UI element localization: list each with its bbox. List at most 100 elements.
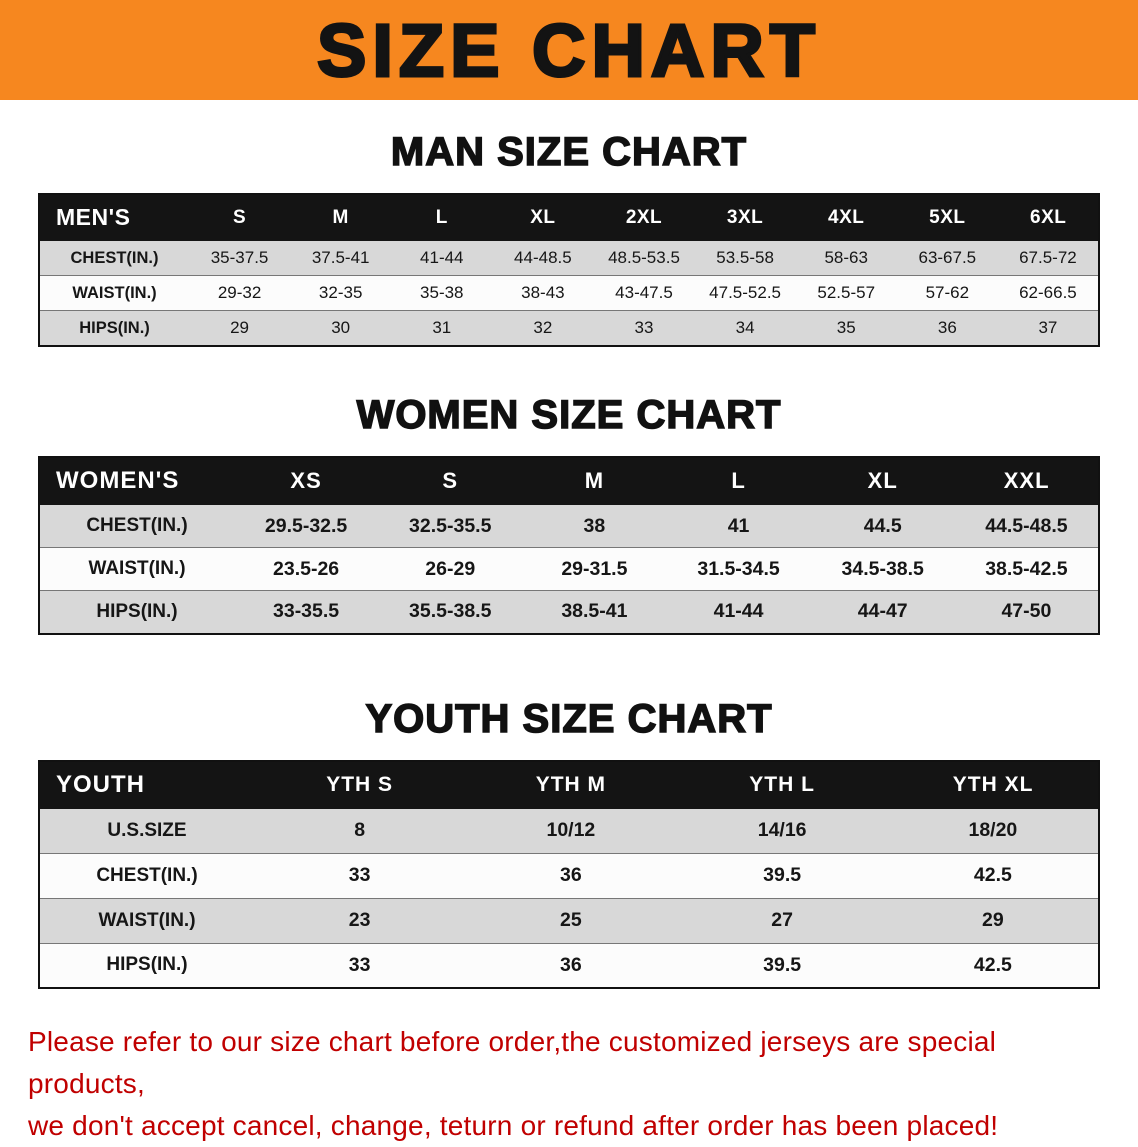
size-column-header: 3XL: [694, 193, 797, 241]
size-value: 33: [254, 942, 466, 989]
size-value: 14/16: [676, 807, 888, 854]
size-column-header: XL: [491, 193, 594, 241]
size-value: 32: [492, 310, 594, 347]
table-row: CHEST(IN.) 29.5-32.5 32.5-35.5 38 41 44.5 44.5…: [39, 504, 1099, 548]
size-value: 26-29: [378, 547, 523, 591]
row-label: WAIST(IN.): [39, 547, 234, 591]
men-size-section: MAN SIZE CHART MEN'S S M L XL 2XL 3XL 4XL 5XL 6XL…: [0, 129, 1138, 347]
size-value: 36: [465, 852, 677, 899]
page-title: SIZE CHART: [316, 7, 821, 93]
youth-size-section: YOUTH SIZE CHART YOUTH YTH S YTH M YTH L YTH…: [0, 696, 1138, 989]
size-value: 34.5-38.5: [810, 547, 955, 591]
size-column-header: 4XL: [795, 193, 898, 241]
table-row: HIPS(IN.) 33-35.5 35.5-38.5 38.5-41 41-44 44-…: [39, 590, 1099, 634]
size-column-header: S: [188, 193, 291, 241]
size-value: 32.5-35.5: [378, 504, 523, 548]
size-value: 52.5-57: [795, 275, 897, 311]
size-value: 42.5: [887, 942, 1099, 989]
size-value: 34: [694, 310, 796, 347]
banner: SIZE CHART: [0, 0, 1138, 100]
size-value: 47.5-52.5: [694, 275, 796, 311]
table-corner-label: YOUTH: [38, 760, 255, 809]
size-value: 31: [391, 310, 493, 347]
size-value: 44-48.5: [492, 240, 594, 276]
row-label: CHEST(IN.): [39, 852, 254, 899]
notice-line-1: Please refer to our size chart before or…: [28, 1026, 997, 1099]
table-row: HIPS(IN.) 33 36 39.5 42.5: [39, 942, 1099, 989]
size-value: 37.5-41: [290, 240, 392, 276]
size-value: 39.5: [676, 852, 888, 899]
size-value: 48.5-53.5: [593, 240, 695, 276]
size-value: 23.5-26: [234, 547, 379, 591]
size-column-header: YTH L: [675, 760, 889, 809]
size-value: 53.5-58: [694, 240, 796, 276]
row-label: U.S.SIZE: [39, 807, 254, 854]
size-value: 33: [593, 310, 695, 347]
size-column-header: YTH M: [464, 760, 678, 809]
size-value: 10/12: [465, 807, 677, 854]
size-value: 57-62: [896, 275, 998, 311]
size-value: 30: [290, 310, 392, 347]
size-column-header: 2XL: [592, 193, 696, 241]
women-size-table: WOMEN'S XS S M L XL XXL CHEST(IN.) 29.5-32.5 32.5…: [38, 456, 1100, 635]
size-value: 41-44: [666, 590, 811, 634]
size-value: 33: [254, 852, 466, 899]
size-value: 47-50: [954, 590, 1099, 634]
size-column-header: XL: [810, 456, 956, 505]
youth-section-heading: YOUTH SIZE CHART: [365, 696, 773, 742]
size-column-header: S: [377, 456, 523, 505]
table-row: WAIST(IN.) 29-32 32-35 35-38 38-43 43-47.5 47.…: [39, 275, 1099, 311]
table-row: CHEST(IN.) 35-37.5 37.5-41 41-44 44-48.5 48.5…: [39, 240, 1099, 276]
size-value: 25: [465, 897, 677, 944]
size-value: 67.5-72: [997, 240, 1099, 276]
women-section-heading: WOMEN SIZE CHART: [356, 392, 782, 438]
size-value: 29: [189, 310, 291, 347]
size-value: 58-63: [795, 240, 897, 276]
men-size-table: MEN'S S M L XL 2XL 3XL 4XL 5XL 6XL CHEST(IN.) 35-37…: [38, 193, 1100, 347]
size-column-header: M: [521, 456, 667, 505]
size-value: 35.5-38.5: [378, 590, 523, 634]
size-column-header: 6XL: [997, 193, 1100, 241]
size-value: 8: [254, 807, 466, 854]
size-value: 32-35: [290, 275, 392, 311]
notice-line-2: we don't accept cancel, change, teturn o…: [28, 1110, 999, 1141]
size-value: 44.5: [810, 504, 955, 548]
size-value: 42.5: [887, 852, 1099, 899]
size-value: 62-66.5: [997, 275, 1099, 311]
size-column-header: L: [390, 193, 493, 241]
size-value: 39.5: [676, 942, 888, 989]
table-header-row: WOMEN'S XS S M L XL XXL: [38, 456, 1100, 505]
size-value: 38.5-41: [522, 590, 667, 634]
size-value: 35-38: [391, 275, 493, 311]
row-label: HIPS(IN.): [39, 310, 189, 347]
size-value: 36: [465, 942, 677, 989]
size-value: 36: [896, 310, 998, 347]
row-label: CHEST(IN.): [39, 240, 189, 276]
size-value: 37: [997, 310, 1099, 347]
women-size-section: WOMEN SIZE CHART WOMEN'S XS S M L XL XXL CHEST(…: [0, 392, 1138, 635]
size-value: 29.5-32.5: [234, 504, 379, 548]
size-column-header: YTH XL: [887, 760, 1100, 809]
table-header-row: MEN'S S M L XL 2XL 3XL 4XL 5XL 6XL: [38, 193, 1100, 241]
row-label: CHEST(IN.): [39, 504, 234, 548]
size-value: 29-31.5: [522, 547, 667, 591]
size-column-header: YTH S: [253, 760, 466, 809]
size-value: 44-47: [810, 590, 955, 634]
size-value: 33-35.5: [234, 590, 379, 634]
size-value: 41: [666, 504, 811, 548]
size-value: 29-32: [189, 275, 291, 311]
size-value: 23: [254, 897, 466, 944]
youth-size-table: YOUTH YTH S YTH M YTH L YTH XL U.S.SIZE 8 10/12…: [38, 759, 1100, 989]
table-corner-label: WOMEN'S: [38, 456, 235, 505]
footer-notice: Please refer to our size chart before or…: [0, 1021, 1138, 1147]
size-value: 43-47.5: [593, 275, 695, 311]
size-value: 38.5-42.5: [954, 547, 1099, 591]
row-label: HIPS(IN.): [39, 942, 254, 989]
table-row: HIPS(IN.) 29 30 31 32 33 34 35 36 37: [39, 310, 1099, 347]
size-value: 44.5-48.5: [954, 504, 1099, 548]
size-value: 38: [522, 504, 667, 548]
size-column-header: M: [289, 193, 392, 241]
table-row: U.S.SIZE 8 10/12 14/16 18/20: [39, 807, 1099, 854]
row-label: WAIST(IN.): [39, 897, 254, 944]
size-column-header: XXL: [954, 456, 1100, 505]
